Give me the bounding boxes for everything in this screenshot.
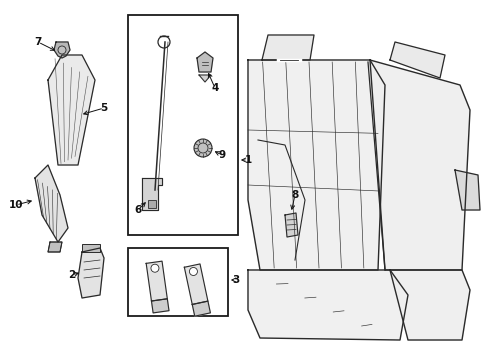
Polygon shape xyxy=(454,170,479,210)
Polygon shape xyxy=(197,52,213,72)
Polygon shape xyxy=(146,261,167,301)
Bar xyxy=(128,248,227,316)
Polygon shape xyxy=(184,264,207,305)
Text: 10: 10 xyxy=(9,200,23,210)
Text: 1: 1 xyxy=(244,155,251,165)
Text: 2: 2 xyxy=(68,270,76,280)
Bar xyxy=(148,200,156,208)
Polygon shape xyxy=(151,299,169,313)
Polygon shape xyxy=(389,42,444,78)
Bar xyxy=(128,15,238,235)
Text: 3: 3 xyxy=(232,275,239,285)
Polygon shape xyxy=(48,242,62,252)
Polygon shape xyxy=(192,301,210,316)
Polygon shape xyxy=(142,178,162,210)
Bar xyxy=(82,244,100,252)
Polygon shape xyxy=(389,270,469,340)
Polygon shape xyxy=(262,35,313,60)
Polygon shape xyxy=(48,55,95,165)
Polygon shape xyxy=(35,165,68,242)
Text: 4: 4 xyxy=(211,83,218,93)
Polygon shape xyxy=(54,42,70,58)
Polygon shape xyxy=(247,60,384,270)
Circle shape xyxy=(189,267,197,275)
Text: 9: 9 xyxy=(218,150,225,160)
Text: 8: 8 xyxy=(291,190,298,200)
Text: 6: 6 xyxy=(134,205,142,215)
Polygon shape xyxy=(285,213,297,237)
Polygon shape xyxy=(369,60,469,270)
Polygon shape xyxy=(247,270,407,340)
Text: 5: 5 xyxy=(100,103,107,113)
Polygon shape xyxy=(199,75,210,82)
Circle shape xyxy=(58,46,66,54)
Polygon shape xyxy=(78,248,104,298)
Circle shape xyxy=(194,139,212,157)
Text: 7: 7 xyxy=(34,37,41,47)
Circle shape xyxy=(151,264,159,272)
